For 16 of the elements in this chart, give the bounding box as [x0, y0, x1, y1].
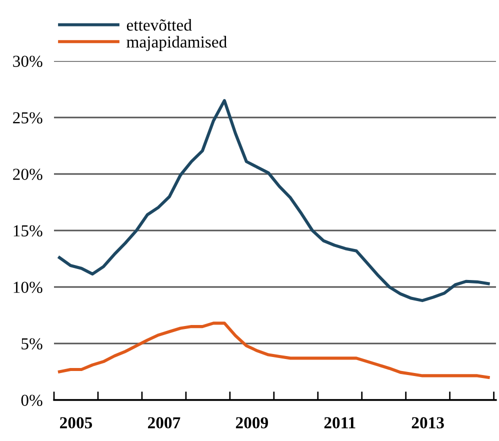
- line-series: [58, 322, 490, 379]
- line-series: [58, 99, 490, 302]
- x-tick-label: 2011: [324, 417, 356, 428]
- legend-label: ettevõtted: [126, 19, 192, 31]
- y-tick-label: 5%: [22, 338, 42, 350]
- y-tick-label: 0%: [21, 394, 42, 406]
- x-tick-label: 2005: [60, 417, 92, 428]
- legend-label: majapidamised: [126, 36, 227, 51]
- y-tick-label: 30%: [13, 56, 42, 67]
- x-tick-label: 2007: [148, 417, 180, 428]
- y-tick-label: 10%: [14, 282, 42, 293]
- y-tick-label: 20%: [13, 168, 42, 180]
- x-tick-label: 2009: [236, 417, 268, 428]
- x-tick-label: 2013: [412, 417, 444, 428]
- y-tick-label: 25%: [13, 112, 42, 124]
- y-tick-label: 15%: [14, 225, 42, 236]
